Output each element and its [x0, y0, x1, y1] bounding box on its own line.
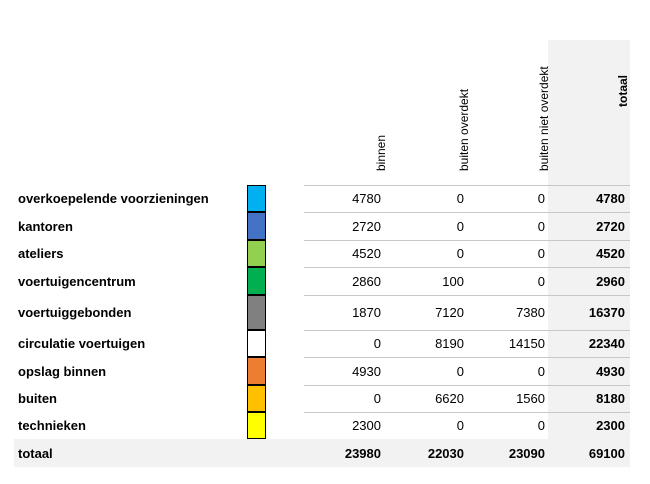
- total-cell-bg: [548, 357, 630, 385]
- total-cell-bg: [548, 240, 630, 267]
- row-label: kantoren: [18, 218, 73, 234]
- total-cell-bg: [548, 295, 630, 330]
- row-label: voertuigencentrum: [18, 273, 136, 289]
- cell-buiten-overdekt: 0: [456, 418, 464, 433]
- total-buiten-niet-overdekt: 23090: [508, 445, 545, 461]
- cell-buiten-niet-overdekt: 0: [537, 246, 545, 261]
- total-cell-bg: [548, 212, 630, 240]
- cell-binnen: 2720: [352, 218, 381, 234]
- cell-totaal: 16370: [588, 305, 625, 320]
- color-swatch: [247, 330, 266, 357]
- cell-binnen: 4520: [352, 246, 381, 261]
- row-label: buiten: [18, 391, 57, 406]
- table-row: opslag binnen 4930 0 0 4930: [14, 357, 630, 385]
- cell-buiten-niet-overdekt: 0: [537, 418, 545, 433]
- total-buiten-overdekt: 22030: [427, 445, 464, 461]
- cell-binnen: 2300: [352, 418, 381, 433]
- cell-buiten-overdekt: 100: [442, 273, 464, 289]
- cell-binnen: 4780: [352, 191, 381, 206]
- cell-totaal: 4520: [596, 246, 625, 261]
- cell-binnen: 1870: [352, 305, 381, 320]
- column-header-buiten-overdekt: buiten overdekt: [457, 88, 471, 171]
- color-swatch: [247, 385, 266, 412]
- table-row: kantoren 2720 0 0 2720: [14, 212, 630, 240]
- row-label: technieken: [18, 418, 86, 433]
- row-label: ateliers: [18, 246, 64, 261]
- cell-buiten-niet-overdekt: 0: [537, 363, 545, 379]
- row-divider: [304, 385, 630, 386]
- cell-totaal: 2960: [596, 273, 625, 289]
- column-header-binnen: binnen: [374, 134, 388, 171]
- cell-totaal: 8180: [596, 391, 625, 406]
- table-row: buiten 0 6620 1560 8180: [14, 385, 630, 412]
- cell-binnen: 0: [373, 391, 381, 406]
- cell-buiten-niet-overdekt: 7380: [516, 305, 545, 320]
- table-row: voertuiggebonden 1870 7120 7380 16370: [14, 295, 630, 330]
- cell-buiten-niet-overdekt: 1560: [516, 391, 545, 406]
- cell-buiten-overdekt: 0: [456, 191, 464, 206]
- cell-binnen: 0: [373, 336, 381, 351]
- row-divider: [304, 185, 630, 186]
- cell-buiten-overdekt: 0: [456, 363, 464, 379]
- color-swatch: [247, 295, 266, 330]
- color-swatch: [247, 412, 266, 439]
- cell-buiten-overdekt: 0: [456, 218, 464, 234]
- table-row: overkoepelende voorzieningen 4780 0 0 4780: [14, 185, 630, 212]
- row-divider: [304, 295, 630, 296]
- cell-buiten-niet-overdekt: 14150: [508, 336, 545, 351]
- cell-buiten-overdekt: 6620: [435, 391, 464, 406]
- cell-buiten-niet-overdekt: 0: [537, 273, 545, 289]
- row-divider: [304, 212, 630, 213]
- row-label: circulatie voertuigen: [18, 336, 146, 351]
- cell-buiten-overdekt: 7120: [435, 305, 464, 320]
- cell-binnen: 2860: [352, 273, 381, 289]
- cell-buiten-overdekt: 8190: [435, 336, 464, 351]
- row-label: overkoepelende voorzieningen: [18, 191, 209, 206]
- cell-totaal: 2300: [596, 418, 625, 433]
- cell-binnen: 4930: [352, 363, 381, 379]
- total-cell-bg: [548, 185, 630, 212]
- total-label: totaal: [18, 445, 53, 461]
- row-divider: [304, 267, 630, 268]
- total-cell-bg: [548, 330, 630, 357]
- cell-totaal: 2720: [596, 218, 625, 234]
- column-header-buiten-niet-overdekt: buiten niet overdekt: [537, 66, 551, 171]
- color-swatch: [247, 212, 266, 240]
- total-binnen: 23980: [344, 445, 381, 461]
- cell-totaal: 4780: [596, 191, 625, 206]
- total-cell-bg: [548, 412, 630, 439]
- row-divider: [304, 330, 630, 331]
- color-swatch: [247, 185, 266, 212]
- total-column-header-bg: [548, 40, 630, 185]
- row-label: voertuiggebonden: [18, 305, 132, 320]
- color-swatch: [247, 240, 266, 267]
- row-divider: [304, 412, 630, 413]
- row-divider: [304, 357, 630, 358]
- total-cell-bg: [548, 385, 630, 412]
- color-swatch: [247, 357, 266, 385]
- cell-totaal: 4930: [596, 363, 625, 379]
- row-divider: [304, 240, 630, 241]
- total-totaal: 69100: [588, 445, 625, 461]
- cell-buiten-niet-overdekt: 0: [537, 218, 545, 234]
- row-label: opslag binnen: [18, 363, 107, 379]
- column-header-totaal: totaal: [616, 74, 630, 107]
- table-row: circulatie voertuigen 0 8190 14150 22340: [14, 330, 630, 357]
- color-swatch: [247, 267, 266, 295]
- cell-buiten-overdekt: 0: [456, 246, 464, 261]
- total-row: totaal 23980 22030 23090 69100: [14, 439, 630, 467]
- table-row: technieken 2300 0 0 2300: [14, 412, 630, 439]
- table-row: ateliers 4520 0 0 4520: [14, 240, 630, 267]
- total-cell-bg: [548, 267, 630, 295]
- cell-buiten-niet-overdekt: 0: [537, 191, 545, 206]
- cell-totaal: 22340: [588, 336, 625, 351]
- table-row: voertuigencentrum 2860 100 0 2960: [14, 267, 630, 295]
